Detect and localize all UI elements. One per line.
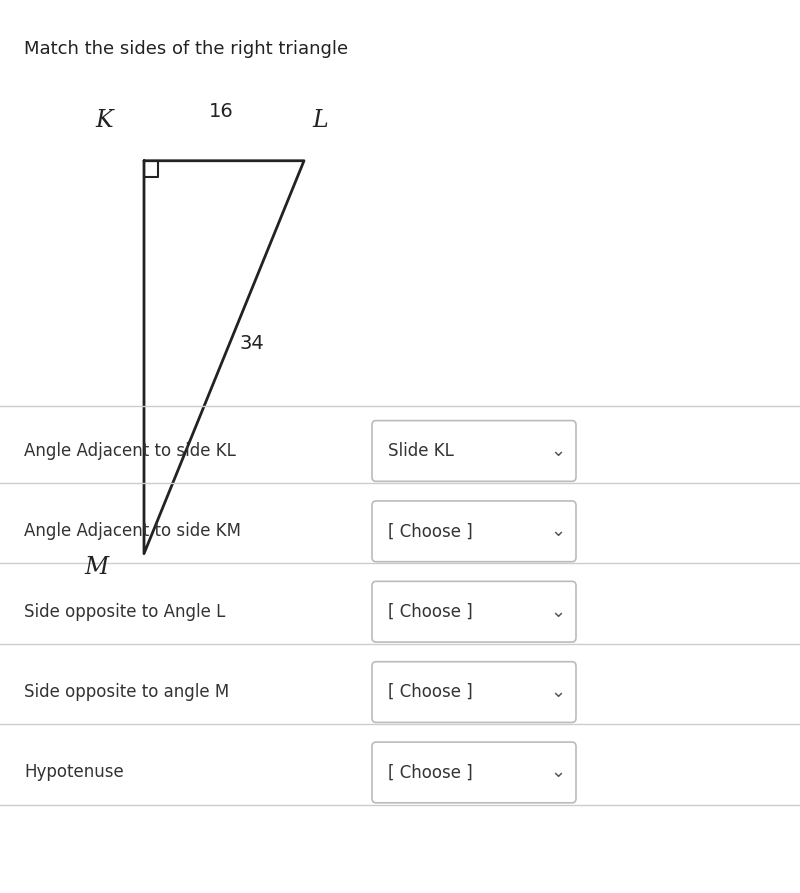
FancyBboxPatch shape	[372, 421, 576, 481]
Text: ⌄: ⌄	[550, 683, 565, 701]
Text: 16: 16	[210, 102, 234, 121]
Text: [ Choose ]: [ Choose ]	[388, 764, 473, 781]
Text: ⌄: ⌄	[550, 603, 565, 621]
Text: Hypotenuse: Hypotenuse	[24, 764, 124, 781]
FancyBboxPatch shape	[372, 581, 576, 642]
Text: Angle Adjacent to side KM: Angle Adjacent to side KM	[24, 522, 241, 540]
Text: ⌄: ⌄	[550, 442, 565, 460]
Text: [ Choose ]: [ Choose ]	[388, 603, 473, 621]
FancyBboxPatch shape	[372, 742, 576, 803]
Text: L: L	[312, 109, 328, 132]
Text: Side opposite to Angle L: Side opposite to Angle L	[24, 603, 226, 621]
Text: 34: 34	[240, 334, 264, 354]
Text: ⌄: ⌄	[550, 764, 565, 781]
Text: Angle Adjacent to side KL: Angle Adjacent to side KL	[24, 442, 236, 460]
FancyBboxPatch shape	[372, 501, 576, 562]
Text: Match the sides of the right triangle: Match the sides of the right triangle	[24, 40, 348, 58]
Text: K: K	[95, 109, 113, 132]
FancyBboxPatch shape	[372, 662, 576, 722]
Text: ⌄: ⌄	[550, 522, 565, 540]
Text: [ Choose ]: [ Choose ]	[388, 522, 473, 540]
Text: M: M	[84, 555, 108, 579]
Text: Side opposite to angle M: Side opposite to angle M	[24, 683, 230, 701]
Text: [ Choose ]: [ Choose ]	[388, 683, 473, 701]
Text: Slide KL: Slide KL	[388, 442, 454, 460]
